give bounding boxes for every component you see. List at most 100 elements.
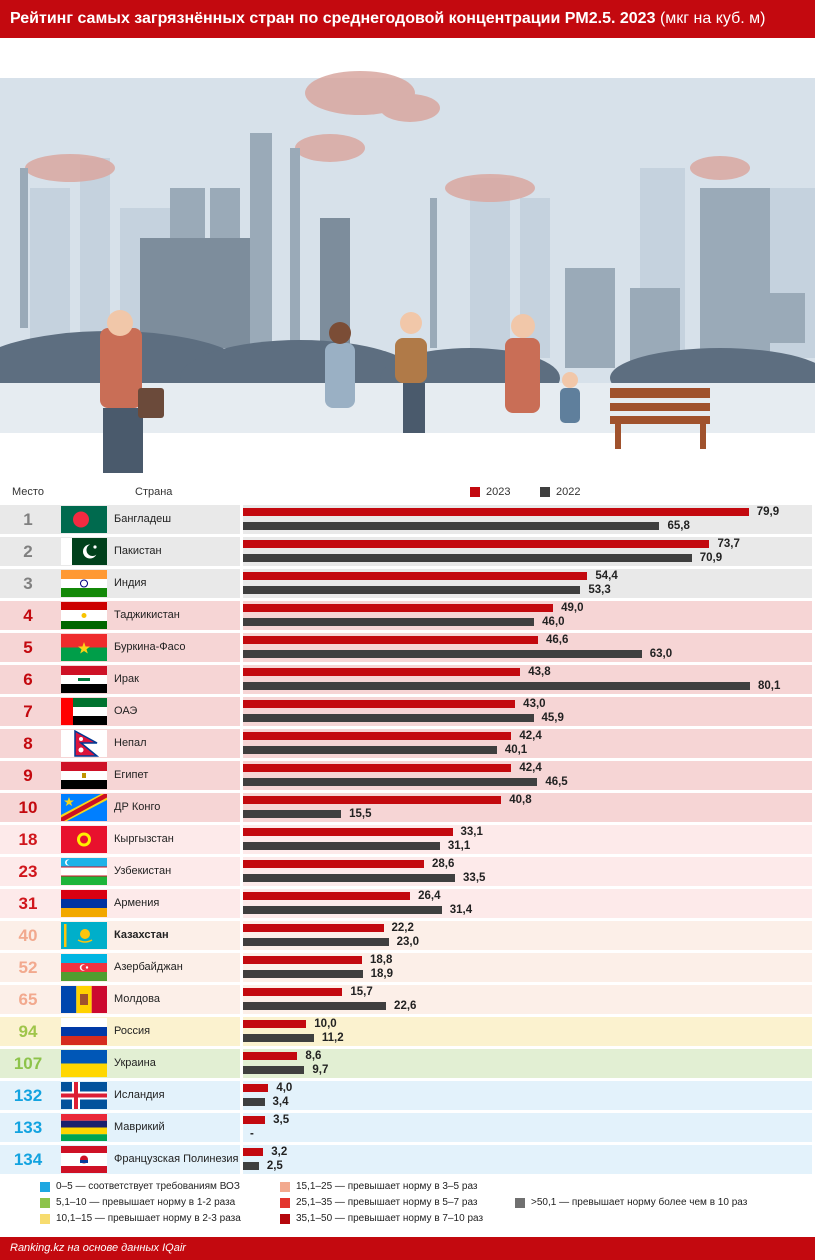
rank-label: 2 bbox=[23, 542, 33, 561]
bar-2023 bbox=[243, 892, 411, 900]
rank-label: 18 bbox=[18, 830, 38, 849]
bar-2023 bbox=[243, 828, 453, 836]
rank-label: 134 bbox=[13, 1150, 43, 1169]
value-label-2023: 18,8 bbox=[369, 954, 393, 966]
bar-2022 bbox=[243, 810, 342, 818]
legend-item: >50,1 — превышает норму более чем в 10 р… bbox=[515, 1197, 747, 1208]
city-smog-illustration bbox=[0, 38, 815, 478]
bar-2023 bbox=[243, 508, 749, 516]
legend-swatch bbox=[280, 1197, 290, 1208]
table-row: 52 Азербайджан 18,8 18,9 bbox=[0, 953, 815, 982]
country-label: Индия bbox=[114, 577, 147, 589]
country-label: Россия bbox=[114, 1025, 151, 1037]
row-background bbox=[0, 1145, 240, 1174]
chart-unit: (мкг на куб. м) bbox=[659, 10, 766, 27]
bar-2023 bbox=[243, 1052, 298, 1060]
legend-label: 0–5 — соответствует требованиям ВОЗ bbox=[56, 1181, 240, 1192]
row-background bbox=[0, 889, 240, 918]
value-label-2023: 3,5 bbox=[273, 1114, 290, 1126]
table-row: 8 Непал 42,4 40,1 bbox=[0, 729, 815, 758]
table-row: 133 Маврикий 3,5 - bbox=[0, 1113, 815, 1142]
country-label: Казахстан bbox=[114, 929, 169, 941]
bar-2023 bbox=[243, 988, 343, 996]
table-row: 6 Ирак 43,8 80,1 bbox=[0, 665, 815, 694]
rank-label: 40 bbox=[18, 926, 38, 945]
bar-2022 bbox=[243, 650, 642, 658]
value-label-2023: 26,4 bbox=[418, 890, 441, 902]
legend-label: 35,1–50 — превышает норму в 7–10 раз bbox=[296, 1213, 484, 1224]
value-label-2022: 9,7 bbox=[312, 1064, 329, 1076]
country-label: Бангладеш bbox=[114, 513, 172, 525]
bar-2022 bbox=[243, 554, 692, 562]
country-label: Исландия bbox=[114, 1089, 165, 1101]
legend-swatch bbox=[40, 1213, 50, 1224]
bar-2022 bbox=[243, 1066, 305, 1074]
bar-2023 bbox=[243, 924, 384, 932]
table-row: 18 Кыргызстан 33,1 31,1 bbox=[0, 825, 815, 854]
value-label-2023: 79,9 bbox=[756, 506, 780, 518]
bar-2023 bbox=[243, 796, 502, 804]
chart-title: Рейтинг самых загрязнённых стран по сред… bbox=[10, 10, 656, 27]
legend-item: 35,1–50 — превышает норму в 7–10 раз bbox=[280, 1213, 483, 1224]
value-label-2022: 31,4 bbox=[449, 904, 473, 916]
place-column-header: Место bbox=[12, 486, 44, 498]
uae-flag bbox=[61, 698, 107, 725]
row-background bbox=[0, 793, 240, 822]
table-row: 5 Буркина-Фасо 46,6 63,0 bbox=[0, 633, 815, 662]
bar-2023 bbox=[243, 572, 588, 580]
tajikistan-flag bbox=[61, 602, 107, 629]
tier-legend: 0–5 — соответствует требованиям ВОЗ 5,1–1… bbox=[0, 1181, 815, 1231]
bar-track bbox=[243, 1113, 812, 1142]
iraq-flag bbox=[61, 666, 107, 693]
bar-2022 bbox=[243, 1034, 314, 1042]
value-label-2022: - bbox=[250, 1128, 254, 1140]
azerbaijan-flag bbox=[61, 954, 107, 981]
value-label-2022: 46,5 bbox=[545, 776, 568, 788]
country-label: Французская Полинезия bbox=[114, 1153, 239, 1165]
kyrgyzstan-flag bbox=[61, 826, 107, 853]
india-flag bbox=[61, 570, 107, 597]
rank-label: 5 bbox=[23, 638, 33, 657]
value-label-2023: 40,8 bbox=[509, 794, 532, 806]
value-label-2022: 15,5 bbox=[349, 808, 372, 820]
row-background bbox=[0, 857, 240, 886]
rank-label: 6 bbox=[23, 670, 33, 689]
kazakhstan-flag bbox=[61, 922, 107, 949]
legend-swatch-2022 bbox=[540, 487, 550, 497]
table-row: 10 ДР Конго 40,8 15,5 bbox=[0, 793, 815, 822]
rank-label: 132 bbox=[13, 1086, 43, 1105]
legend-swatch-2023 bbox=[470, 487, 480, 497]
legend-item: 25,1–35 — превышает норму в 5–7 раз bbox=[280, 1197, 477, 1208]
country-label: Армения bbox=[114, 897, 160, 909]
bar-2023 bbox=[243, 668, 521, 676]
row-background bbox=[0, 1017, 240, 1046]
bar-2022 bbox=[243, 906, 442, 914]
legend-label: 15,1–25 — превышает норму в 3–5 раз bbox=[296, 1181, 478, 1192]
mauritius-flag bbox=[61, 1114, 107, 1141]
value-label-2023: 43,8 bbox=[528, 666, 551, 678]
legend-item: 15,1–25 — превышает норму в 3–5 раз bbox=[280, 1181, 477, 1192]
bar-2023 bbox=[243, 1020, 307, 1028]
legend-swatch bbox=[40, 1197, 50, 1208]
country-label: Азербайджан bbox=[114, 961, 183, 973]
bar-2022 bbox=[243, 874, 456, 882]
rank-label: 8 bbox=[23, 734, 33, 753]
source-footer: Ranking.kz на основе данных IQair bbox=[0, 1237, 815, 1260]
bar-2023 bbox=[243, 860, 425, 868]
legend-item: 5,1–10 — превышает норму в 1-2 раза bbox=[40, 1197, 235, 1208]
nepal-flag bbox=[61, 730, 107, 757]
bar-2023 bbox=[243, 1148, 264, 1156]
value-label-2022: 23,0 bbox=[396, 936, 419, 948]
country-label: Ирак bbox=[114, 673, 139, 685]
russia-flag bbox=[61, 1018, 107, 1045]
rank-label: 1 bbox=[23, 510, 33, 529]
moldova-flag bbox=[61, 986, 107, 1013]
value-label-2023: 42,4 bbox=[519, 762, 542, 774]
legend-swatch bbox=[280, 1181, 290, 1192]
row-background bbox=[0, 633, 240, 662]
legend-2022: 2022 bbox=[540, 486, 580, 498]
value-label-2023: 54,4 bbox=[595, 570, 618, 582]
rank-label: 10 bbox=[18, 798, 38, 817]
bar-2023 bbox=[243, 540, 710, 548]
row-background bbox=[0, 921, 240, 950]
